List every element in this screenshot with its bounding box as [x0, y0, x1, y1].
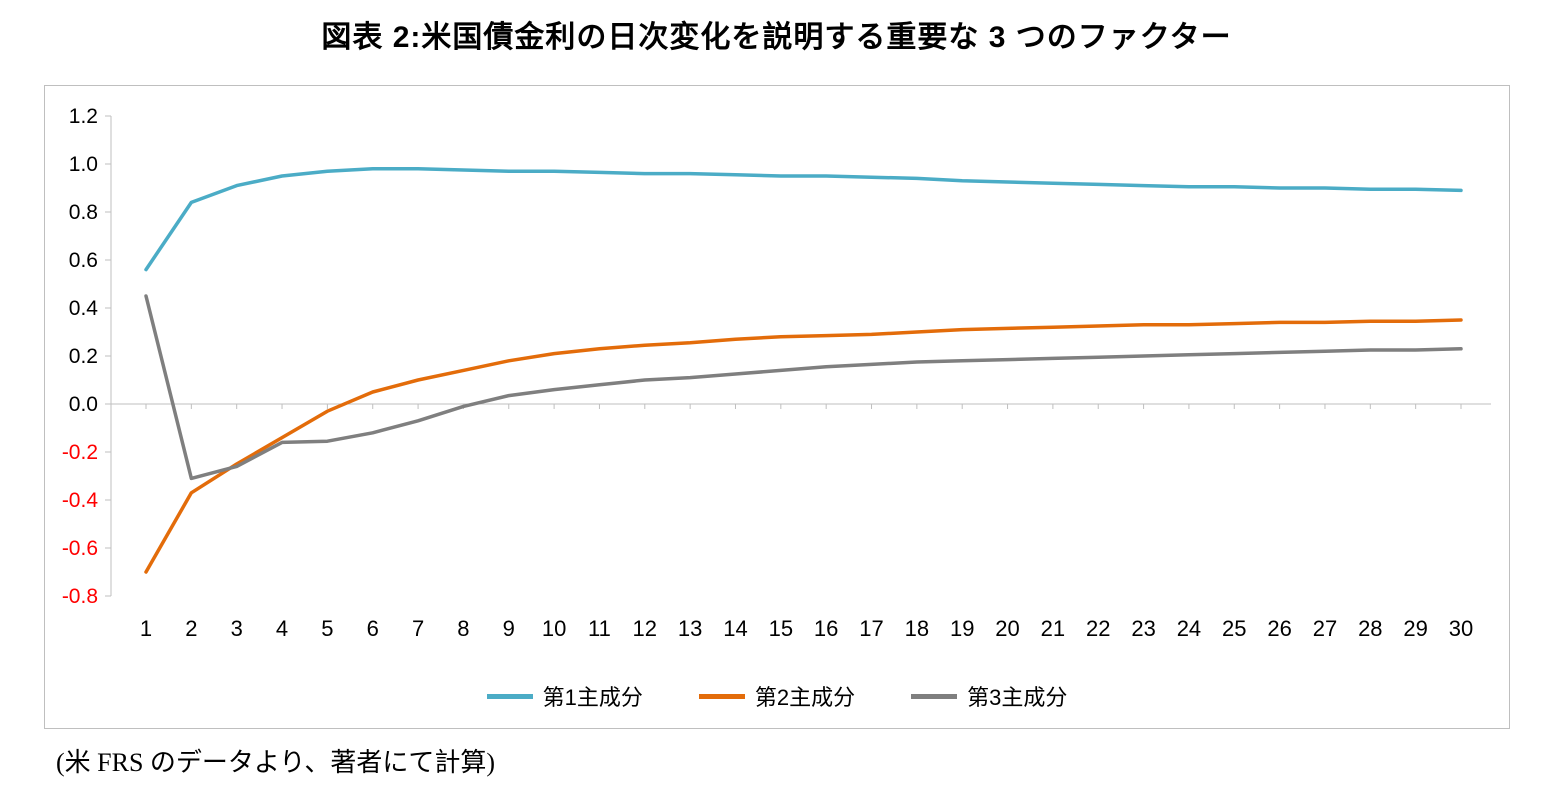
legend-item-series1: 第1主成分	[486, 680, 643, 712]
svg-text:0.8: 0.8	[69, 201, 98, 224]
svg-text:11: 11	[588, 616, 611, 641]
svg-text:0.2: 0.2	[69, 345, 98, 368]
svg-text:-0.2: -0.2	[62, 441, 98, 464]
svg-text:-0.6: -0.6	[62, 537, 98, 560]
svg-text:4: 4	[276, 616, 288, 641]
svg-text:6: 6	[367, 616, 379, 641]
svg-text:10: 10	[542, 616, 566, 641]
chart-legend: 第1主成分 第2主成分 第3主成分	[45, 680, 1509, 712]
svg-text:8: 8	[457, 616, 469, 641]
svg-text:19: 19	[950, 616, 974, 641]
legend-swatch-series3-icon	[911, 693, 958, 699]
legend-swatch-series2-icon	[698, 693, 745, 699]
legend-label-series3: 第3主成分	[967, 685, 1068, 710]
source-caption: (米 FRS のデータより、著者にて計算)	[56, 748, 496, 777]
chart-title: 図表 2:米国債金利の日次変化を説明する重要な 3 つのファクター	[321, 21, 1232, 54]
svg-text:0.4: 0.4	[69, 297, 99, 320]
legend-label-series1: 第1主成分	[542, 685, 643, 710]
svg-text:3: 3	[231, 616, 243, 641]
svg-text:26: 26	[1267, 616, 1291, 641]
svg-text:2: 2	[185, 616, 197, 641]
chart-area: 1.2 1.0 0.8 0.6 0.4 0.2 0.0 -0.2 -0.4 -0.6 -0.8 1 2 3…	[44, 85, 1510, 729]
svg-text:25: 25	[1222, 616, 1246, 641]
svg-text:18: 18	[905, 616, 929, 641]
svg-text:22: 22	[1086, 616, 1110, 641]
svg-text:23: 23	[1131, 616, 1155, 641]
svg-text:7: 7	[412, 616, 424, 641]
svg-text:24: 24	[1177, 616, 1201, 641]
svg-text:27: 27	[1313, 616, 1337, 641]
svg-text:30: 30	[1449, 616, 1473, 641]
legend-swatch-series1-icon	[486, 693, 533, 699]
svg-text:13: 13	[678, 616, 702, 641]
svg-text:0.6: 0.6	[69, 249, 98, 272]
svg-text:21: 21	[1041, 616, 1065, 641]
svg-text:-0.4: -0.4	[62, 489, 99, 512]
legend-item-series2: 第2主成分	[698, 680, 856, 712]
svg-text:1.2: 1.2	[69, 105, 98, 128]
svg-text:-0.8: -0.8	[62, 585, 98, 608]
svg-text:12: 12	[633, 616, 657, 641]
legend-item-series3: 第3主成分	[911, 680, 1067, 712]
svg-text:9: 9	[503, 616, 515, 641]
svg-text:16: 16	[814, 616, 838, 641]
legend-label-series2: 第2主成分	[754, 685, 856, 710]
svg-text:0.0: 0.0	[69, 393, 98, 416]
svg-text:1.0: 1.0	[69, 153, 98, 176]
chart-svg: 1.21.00.80.60.40.20.0-0.2-0.4-0.6-0.81 2 3…	[62, 105, 1491, 641]
svg-text:17: 17	[859, 616, 883, 641]
svg-text:1: 1	[140, 616, 152, 641]
svg-text:14: 14	[723, 616, 747, 641]
svg-text:15: 15	[769, 616, 793, 641]
svg-text:28: 28	[1358, 616, 1382, 641]
svg-text:20: 20	[995, 616, 1019, 641]
svg-text:5: 5	[321, 616, 333, 641]
svg-text:29: 29	[1403, 616, 1427, 641]
